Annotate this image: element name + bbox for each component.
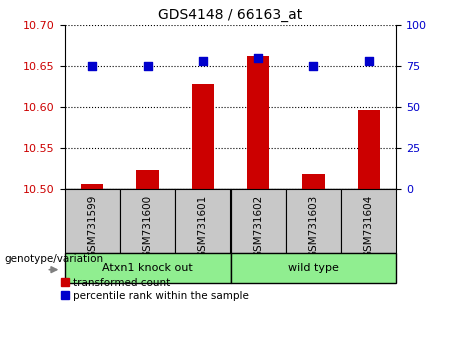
Point <box>310 63 317 69</box>
Legend: transformed count, percentile rank within the sample: transformed count, percentile rank withi… <box>60 278 249 301</box>
Bar <box>341 189 396 253</box>
Bar <box>230 189 286 253</box>
Bar <box>230 253 396 283</box>
Text: GSM731599: GSM731599 <box>87 194 97 258</box>
Bar <box>65 189 120 253</box>
Title: GDS4148 / 66163_at: GDS4148 / 66163_at <box>159 8 302 22</box>
Point <box>365 58 372 64</box>
Bar <box>286 189 341 253</box>
Text: Atxn1 knock out: Atxn1 knock out <box>102 263 193 273</box>
Point <box>89 63 96 69</box>
Text: GSM731603: GSM731603 <box>308 194 319 258</box>
Bar <box>192 84 214 189</box>
Text: wild type: wild type <box>288 263 339 273</box>
Point <box>199 58 207 64</box>
Bar <box>175 189 230 253</box>
Text: GSM731601: GSM731601 <box>198 194 208 258</box>
Text: GSM731600: GSM731600 <box>142 194 153 258</box>
Text: GSM731604: GSM731604 <box>364 194 374 258</box>
Bar <box>136 170 159 189</box>
Bar <box>120 189 175 253</box>
Bar <box>65 253 230 283</box>
Bar <box>247 56 269 189</box>
Text: genotype/variation: genotype/variation <box>5 254 104 264</box>
Bar <box>358 109 380 189</box>
Bar <box>81 184 103 189</box>
Point <box>254 55 262 61</box>
Text: GSM731602: GSM731602 <box>253 194 263 258</box>
Bar <box>302 174 325 189</box>
Point <box>144 63 151 69</box>
